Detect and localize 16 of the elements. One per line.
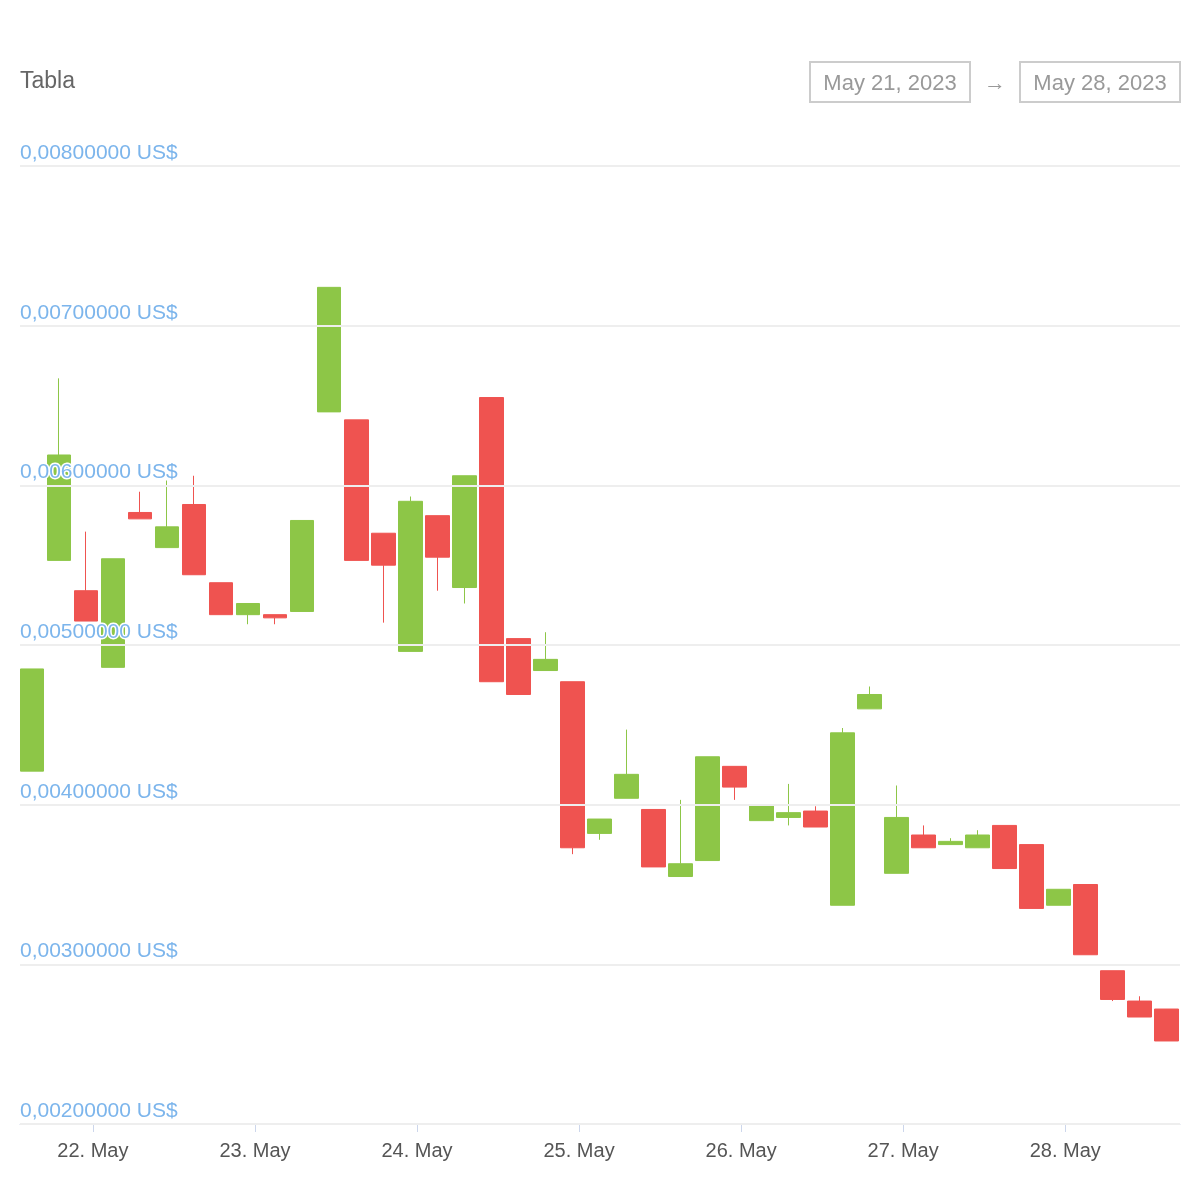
text: May 21, 2023 xyxy=(823,69,957,95)
x-tick-label: 25. May xyxy=(543,1139,615,1161)
x-tick-label: 26. May xyxy=(705,1139,777,1161)
y-tick-label: 0,00800000 US$ xyxy=(20,140,178,163)
y-tick-label: 0,00700000 US$ xyxy=(20,299,178,323)
text: → xyxy=(984,69,1006,95)
y-tick-label: 0,00200000 US$ xyxy=(20,1098,178,1121)
x-tick-label: 28. May xyxy=(1029,1139,1101,1161)
x-tick-label: 27. May xyxy=(867,1139,939,1161)
x-tick-label: 24. May xyxy=(381,1139,453,1161)
x-tick-label: 23. May xyxy=(219,1139,291,1161)
y-tick-label: 0,00300000 US$ xyxy=(20,938,178,962)
x-tick-label: 22. May xyxy=(57,1139,129,1161)
y-tick-label: 0,00400000 US$ xyxy=(20,778,178,802)
chart-title: Tabla xyxy=(20,66,76,93)
text: May 28, 2023 xyxy=(1033,69,1167,95)
